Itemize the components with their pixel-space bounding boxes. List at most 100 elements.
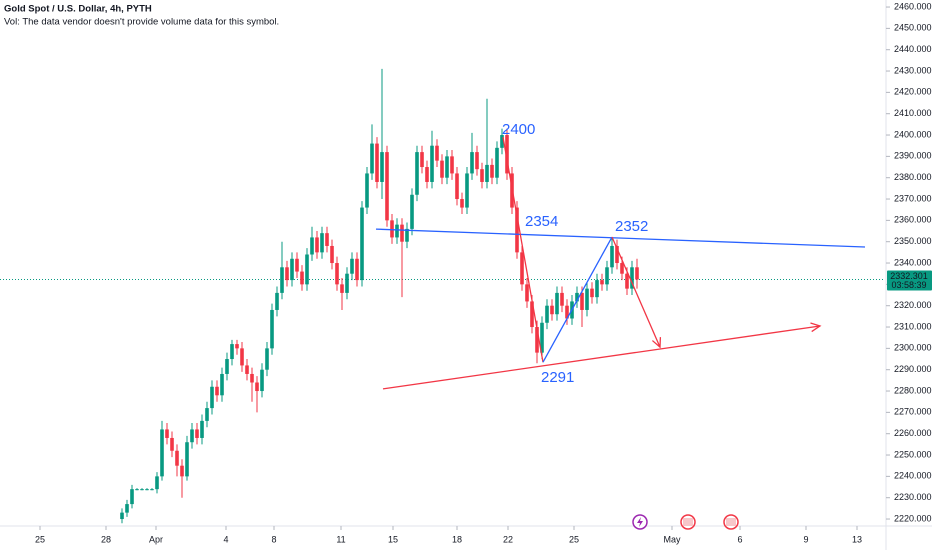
candle-body: [165, 429, 169, 438]
candle-body: [560, 292, 564, 306]
candle-body: [140, 489, 144, 491]
candle-body: [580, 292, 584, 310]
y-tick-label: 2380.000: [894, 172, 932, 182]
candle-body: [215, 386, 219, 396]
candle-body: [385, 152, 389, 221]
x-tick-label: 9: [803, 534, 808, 544]
annotation: 2352: [615, 218, 648, 235]
y-tick-label: 2290.000: [894, 364, 932, 374]
x-tick-label: 25: [35, 534, 45, 544]
candle-body: [555, 292, 559, 315]
candle-body: [545, 305, 549, 323]
candle-body: [620, 263, 624, 274]
x-tick-label: 25: [569, 534, 579, 544]
candle-body: [355, 258, 359, 281]
y-tick-label: 2260.000: [894, 428, 932, 438]
candle-body: [130, 489, 134, 505]
candle-body: [575, 292, 579, 302]
candle-body: [300, 271, 304, 285]
candle-body: [505, 135, 509, 174]
candle-body: [160, 429, 164, 477]
candle-body: [390, 220, 394, 238]
candle-body: [275, 292, 279, 310]
y-tick-label: 2230.000: [894, 492, 932, 502]
candle-body: [335, 263, 339, 285]
candle-body: [605, 267, 609, 285]
y-tick-label: 2300.000: [894, 343, 932, 353]
candle-body: [635, 267, 639, 280]
y-tick-label: 2460.000: [894, 1, 932, 11]
candle-body: [490, 164, 494, 178]
candle-body: [125, 504, 129, 513]
candle-body: [610, 245, 614, 268]
candle-body: [295, 258, 299, 272]
candle-body: [190, 429, 194, 443]
candle-body: [350, 258, 354, 274]
candle-body: [445, 156, 449, 178]
candle-body: [450, 156, 454, 174]
candle-body: [425, 167, 429, 182]
candle-body: [270, 309, 274, 349]
candle-body: [240, 348, 244, 366]
candle-body: [615, 245, 619, 264]
candle-body: [585, 288, 589, 310]
candle-body: [330, 245, 334, 264]
chart-title: Gold Spot / U.S. Dollar, 4h, PYTH: [4, 4, 152, 15]
y-tick-label: 2430.000: [894, 65, 932, 75]
candle-body: [595, 280, 599, 298]
event-icon-glyph: [637, 517, 643, 527]
x-tick-label: 22: [503, 534, 513, 544]
candle-body: [630, 267, 634, 289]
candle-body: [315, 237, 319, 253]
candle-body: [230, 344, 234, 360]
candle-body: [520, 252, 524, 285]
candle-body: [185, 442, 189, 477]
candle-body: [500, 135, 504, 148]
y-tick-label: 2370.000: [894, 193, 932, 203]
candle-body: [225, 359, 229, 374]
y-tick-label: 2280.000: [894, 385, 932, 395]
candle-body: [380, 152, 384, 182]
candle-body: [470, 152, 474, 174]
y-tick-label: 2270.000: [894, 407, 932, 417]
candle-body: [395, 224, 399, 238]
x-tick-label: 15: [388, 534, 398, 544]
candle-body: [170, 437, 174, 451]
candle-body: [485, 164, 489, 182]
y-tick-label: 2400.000: [894, 129, 932, 139]
x-tick-label: 6: [737, 534, 742, 544]
candle-body: [280, 267, 284, 293]
candle-body: [435, 145, 439, 161]
candle-body: [515, 207, 519, 253]
candle-body: [210, 386, 214, 409]
trend-line: [542, 236, 613, 363]
candle-body: [175, 450, 179, 466]
candle-body: [310, 237, 314, 255]
candle-body: [250, 373, 254, 383]
y-tick-label: 2240.000: [894, 471, 932, 481]
trend-line: [611, 236, 661, 348]
candle-body: [290, 258, 294, 281]
candle-body: [410, 194, 414, 229]
y-tick-label: 2310.000: [894, 321, 932, 331]
x-tick-label: 28: [101, 534, 111, 544]
candle-body: [455, 173, 459, 200]
y-tick-label: 2410.000: [894, 108, 932, 118]
candle-body: [415, 152, 419, 195]
candle-body: [265, 348, 269, 370]
last-price-label: 2332.301: [890, 271, 928, 281]
event-icons[interactable]: [632, 514, 739, 530]
candle-body: [525, 284, 529, 302]
candle-body: [440, 160, 444, 178]
candle-body: [540, 322, 544, 353]
chart-subtitle: Vol: The data vendor doesn't provide vol…: [4, 17, 279, 28]
candle-body: [285, 267, 289, 281]
candle-body: [120, 512, 124, 520]
annotation: 2400: [502, 121, 535, 138]
flag-glyph: [683, 518, 693, 526]
candle-body: [550, 305, 554, 315]
price-badge: [887, 270, 932, 291]
annotation: 2291: [541, 369, 574, 386]
